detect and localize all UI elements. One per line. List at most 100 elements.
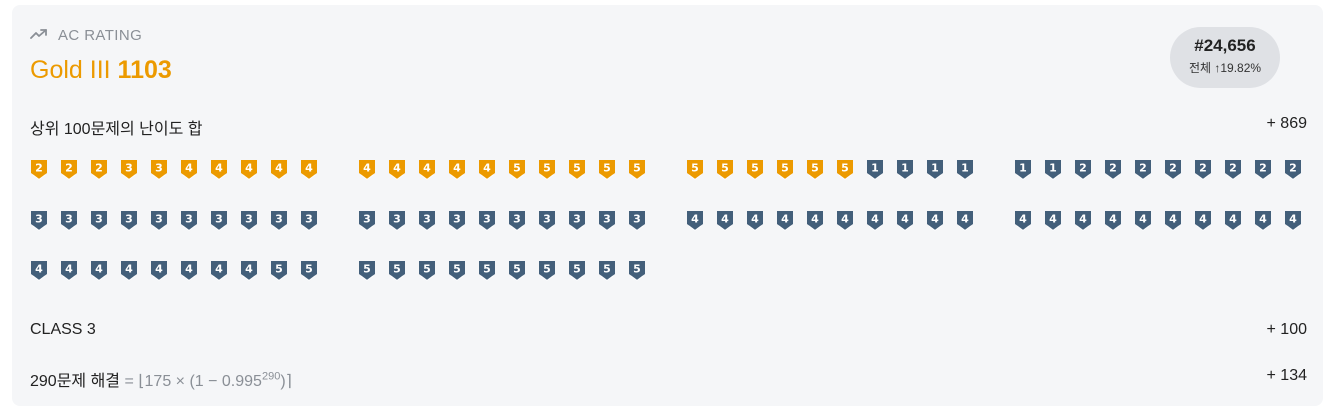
silver-tier-badge[interactable]: 2 — [1134, 159, 1152, 180]
gold-tier-badge[interactable]: 2 — [60, 159, 78, 180]
silver-tier-badge[interactable]: 4 — [1194, 210, 1212, 231]
silver-tier-badge[interactable]: 4 — [926, 210, 944, 231]
silver-tier-badge[interactable]: 4 — [1254, 210, 1272, 231]
gold-tier-badge[interactable]: 2 — [90, 159, 108, 180]
silver-tier-badge[interactable]: 2 — [1254, 159, 1272, 180]
gold-tier-badge[interactable]: 4 — [388, 159, 406, 180]
silver-tier-badge[interactable]: 1 — [1044, 159, 1062, 180]
silver-tier-badge[interactable]: 4 — [1164, 210, 1182, 231]
silver-tier-badge[interactable]: 4 — [1014, 210, 1032, 231]
silver-tier-badge[interactable]: 3 — [270, 210, 288, 231]
silver-tier-badge[interactable]: 3 — [508, 210, 526, 231]
silver-tier-badge[interactable]: 3 — [300, 210, 318, 231]
gold-tier-badge[interactable]: 4 — [180, 159, 198, 180]
silver-tier-badge[interactable]: 3 — [448, 210, 466, 231]
silver-tier-badge[interactable]: 4 — [896, 210, 914, 231]
silver-tier-badge[interactable]: 1 — [1014, 159, 1032, 180]
gold-tier-badge[interactable]: 5 — [806, 159, 824, 180]
silver-tier-badge[interactable]: 3 — [598, 210, 616, 231]
gold-tier-badge[interactable]: 5 — [628, 159, 646, 180]
gold-tier-badge[interactable]: 5 — [568, 159, 586, 180]
gold-tier-badge[interactable]: 4 — [300, 159, 318, 180]
silver-tier-badge[interactable]: 4 — [1044, 210, 1062, 231]
silver-tier-badge[interactable]: 1 — [926, 159, 944, 180]
gold-tier-badge[interactable]: 5 — [598, 159, 616, 180]
silver-tier-badge[interactable]: 5 — [478, 260, 496, 281]
gold-tier-badge[interactable]: 4 — [478, 159, 496, 180]
silver-tier-badge[interactable]: 3 — [90, 210, 108, 231]
silver-tier-badge[interactable]: 1 — [866, 159, 884, 180]
gold-tier-badge[interactable]: 4 — [240, 159, 258, 180]
silver-tier-badge[interactable]: 3 — [120, 210, 138, 231]
silver-tier-badge[interactable]: 2 — [1194, 159, 1212, 180]
gold-tier-badge[interactable]: 4 — [358, 159, 376, 180]
silver-tier-badge[interactable]: 4 — [210, 260, 228, 281]
silver-tier-badge[interactable]: 5 — [628, 260, 646, 281]
silver-tier-badge[interactable]: 4 — [1104, 210, 1122, 231]
gold-tier-badge[interactable]: 2 — [30, 159, 48, 180]
silver-tier-badge[interactable]: 5 — [568, 260, 586, 281]
silver-tier-badge[interactable]: 3 — [210, 210, 228, 231]
silver-tier-badge[interactable]: 4 — [716, 210, 734, 231]
silver-tier-badge[interactable]: 4 — [836, 210, 854, 231]
silver-tier-badge[interactable]: 4 — [180, 260, 198, 281]
silver-tier-badge[interactable]: 3 — [628, 210, 646, 231]
gold-tier-badge[interactable]: 5 — [776, 159, 794, 180]
silver-tier-badge[interactable]: 4 — [30, 260, 48, 281]
gold-tier-badge[interactable]: 3 — [150, 159, 168, 180]
rank-badge[interactable]: #24,656 전체 ↑19.82% — [1170, 27, 1280, 88]
silver-tier-badge[interactable]: 5 — [508, 260, 526, 281]
silver-tier-badge[interactable]: 4 — [1074, 210, 1092, 231]
silver-tier-badge[interactable]: 5 — [270, 260, 288, 281]
silver-tier-badge[interactable]: 3 — [60, 210, 78, 231]
silver-tier-badge[interactable]: 4 — [90, 260, 108, 281]
gold-tier-badge[interactable]: 5 — [508, 159, 526, 180]
silver-tier-badge[interactable]: 4 — [746, 210, 764, 231]
gold-tier-badge[interactable]: 4 — [448, 159, 466, 180]
gold-tier-badge[interactable]: 5 — [746, 159, 764, 180]
silver-tier-badge[interactable]: 5 — [418, 260, 436, 281]
silver-tier-badge[interactable]: 3 — [30, 210, 48, 231]
silver-tier-badge[interactable]: 2 — [1164, 159, 1182, 180]
silver-tier-badge[interactable]: 4 — [60, 260, 78, 281]
silver-tier-badge[interactable]: 3 — [388, 210, 406, 231]
silver-tier-badge[interactable]: 4 — [686, 210, 704, 231]
silver-tier-badge[interactable]: 5 — [538, 260, 556, 281]
silver-tier-badge[interactable]: 3 — [568, 210, 586, 231]
silver-tier-badge[interactable]: 2 — [1074, 159, 1092, 180]
silver-tier-badge[interactable]: 4 — [240, 260, 258, 281]
silver-tier-badge[interactable]: 4 — [956, 210, 974, 231]
silver-tier-badge[interactable]: 4 — [150, 260, 168, 281]
silver-tier-badge[interactable]: 3 — [478, 210, 496, 231]
silver-tier-badge[interactable]: 4 — [776, 210, 794, 231]
silver-tier-badge[interactable]: 5 — [598, 260, 616, 281]
gold-tier-badge[interactable]: 3 — [120, 159, 138, 180]
silver-tier-badge[interactable]: 3 — [240, 210, 258, 231]
silver-tier-badge[interactable]: 5 — [300, 260, 318, 281]
silver-tier-badge[interactable]: 1 — [956, 159, 974, 180]
silver-tier-badge[interactable]: 4 — [1224, 210, 1242, 231]
gold-tier-badge[interactable]: 5 — [686, 159, 704, 180]
silver-tier-badge[interactable]: 5 — [358, 260, 376, 281]
silver-tier-badge[interactable]: 3 — [180, 210, 198, 231]
silver-tier-badge[interactable]: 2 — [1224, 159, 1242, 180]
gold-tier-badge[interactable]: 5 — [836, 159, 854, 180]
silver-tier-badge[interactable]: 5 — [388, 260, 406, 281]
gold-tier-badge[interactable]: 4 — [210, 159, 228, 180]
silver-tier-badge[interactable]: 4 — [1134, 210, 1152, 231]
silver-tier-badge[interactable]: 4 — [806, 210, 824, 231]
silver-tier-badge[interactable]: 2 — [1284, 159, 1302, 180]
gold-tier-badge[interactable]: 5 — [538, 159, 556, 180]
silver-tier-badge[interactable]: 4 — [866, 210, 884, 231]
gold-tier-badge[interactable]: 5 — [716, 159, 734, 180]
silver-tier-badge[interactable]: 3 — [538, 210, 556, 231]
silver-tier-badge[interactable]: 3 — [358, 210, 376, 231]
gold-tier-badge[interactable]: 4 — [270, 159, 288, 180]
silver-tier-badge[interactable]: 1 — [896, 159, 914, 180]
silver-tier-badge[interactable]: 4 — [1284, 210, 1302, 231]
silver-tier-badge[interactable]: 3 — [418, 210, 436, 231]
silver-tier-badge[interactable]: 3 — [150, 210, 168, 231]
gold-tier-badge[interactable]: 4 — [418, 159, 436, 180]
silver-tier-badge[interactable]: 2 — [1104, 159, 1122, 180]
silver-tier-badge[interactable]: 5 — [448, 260, 466, 281]
